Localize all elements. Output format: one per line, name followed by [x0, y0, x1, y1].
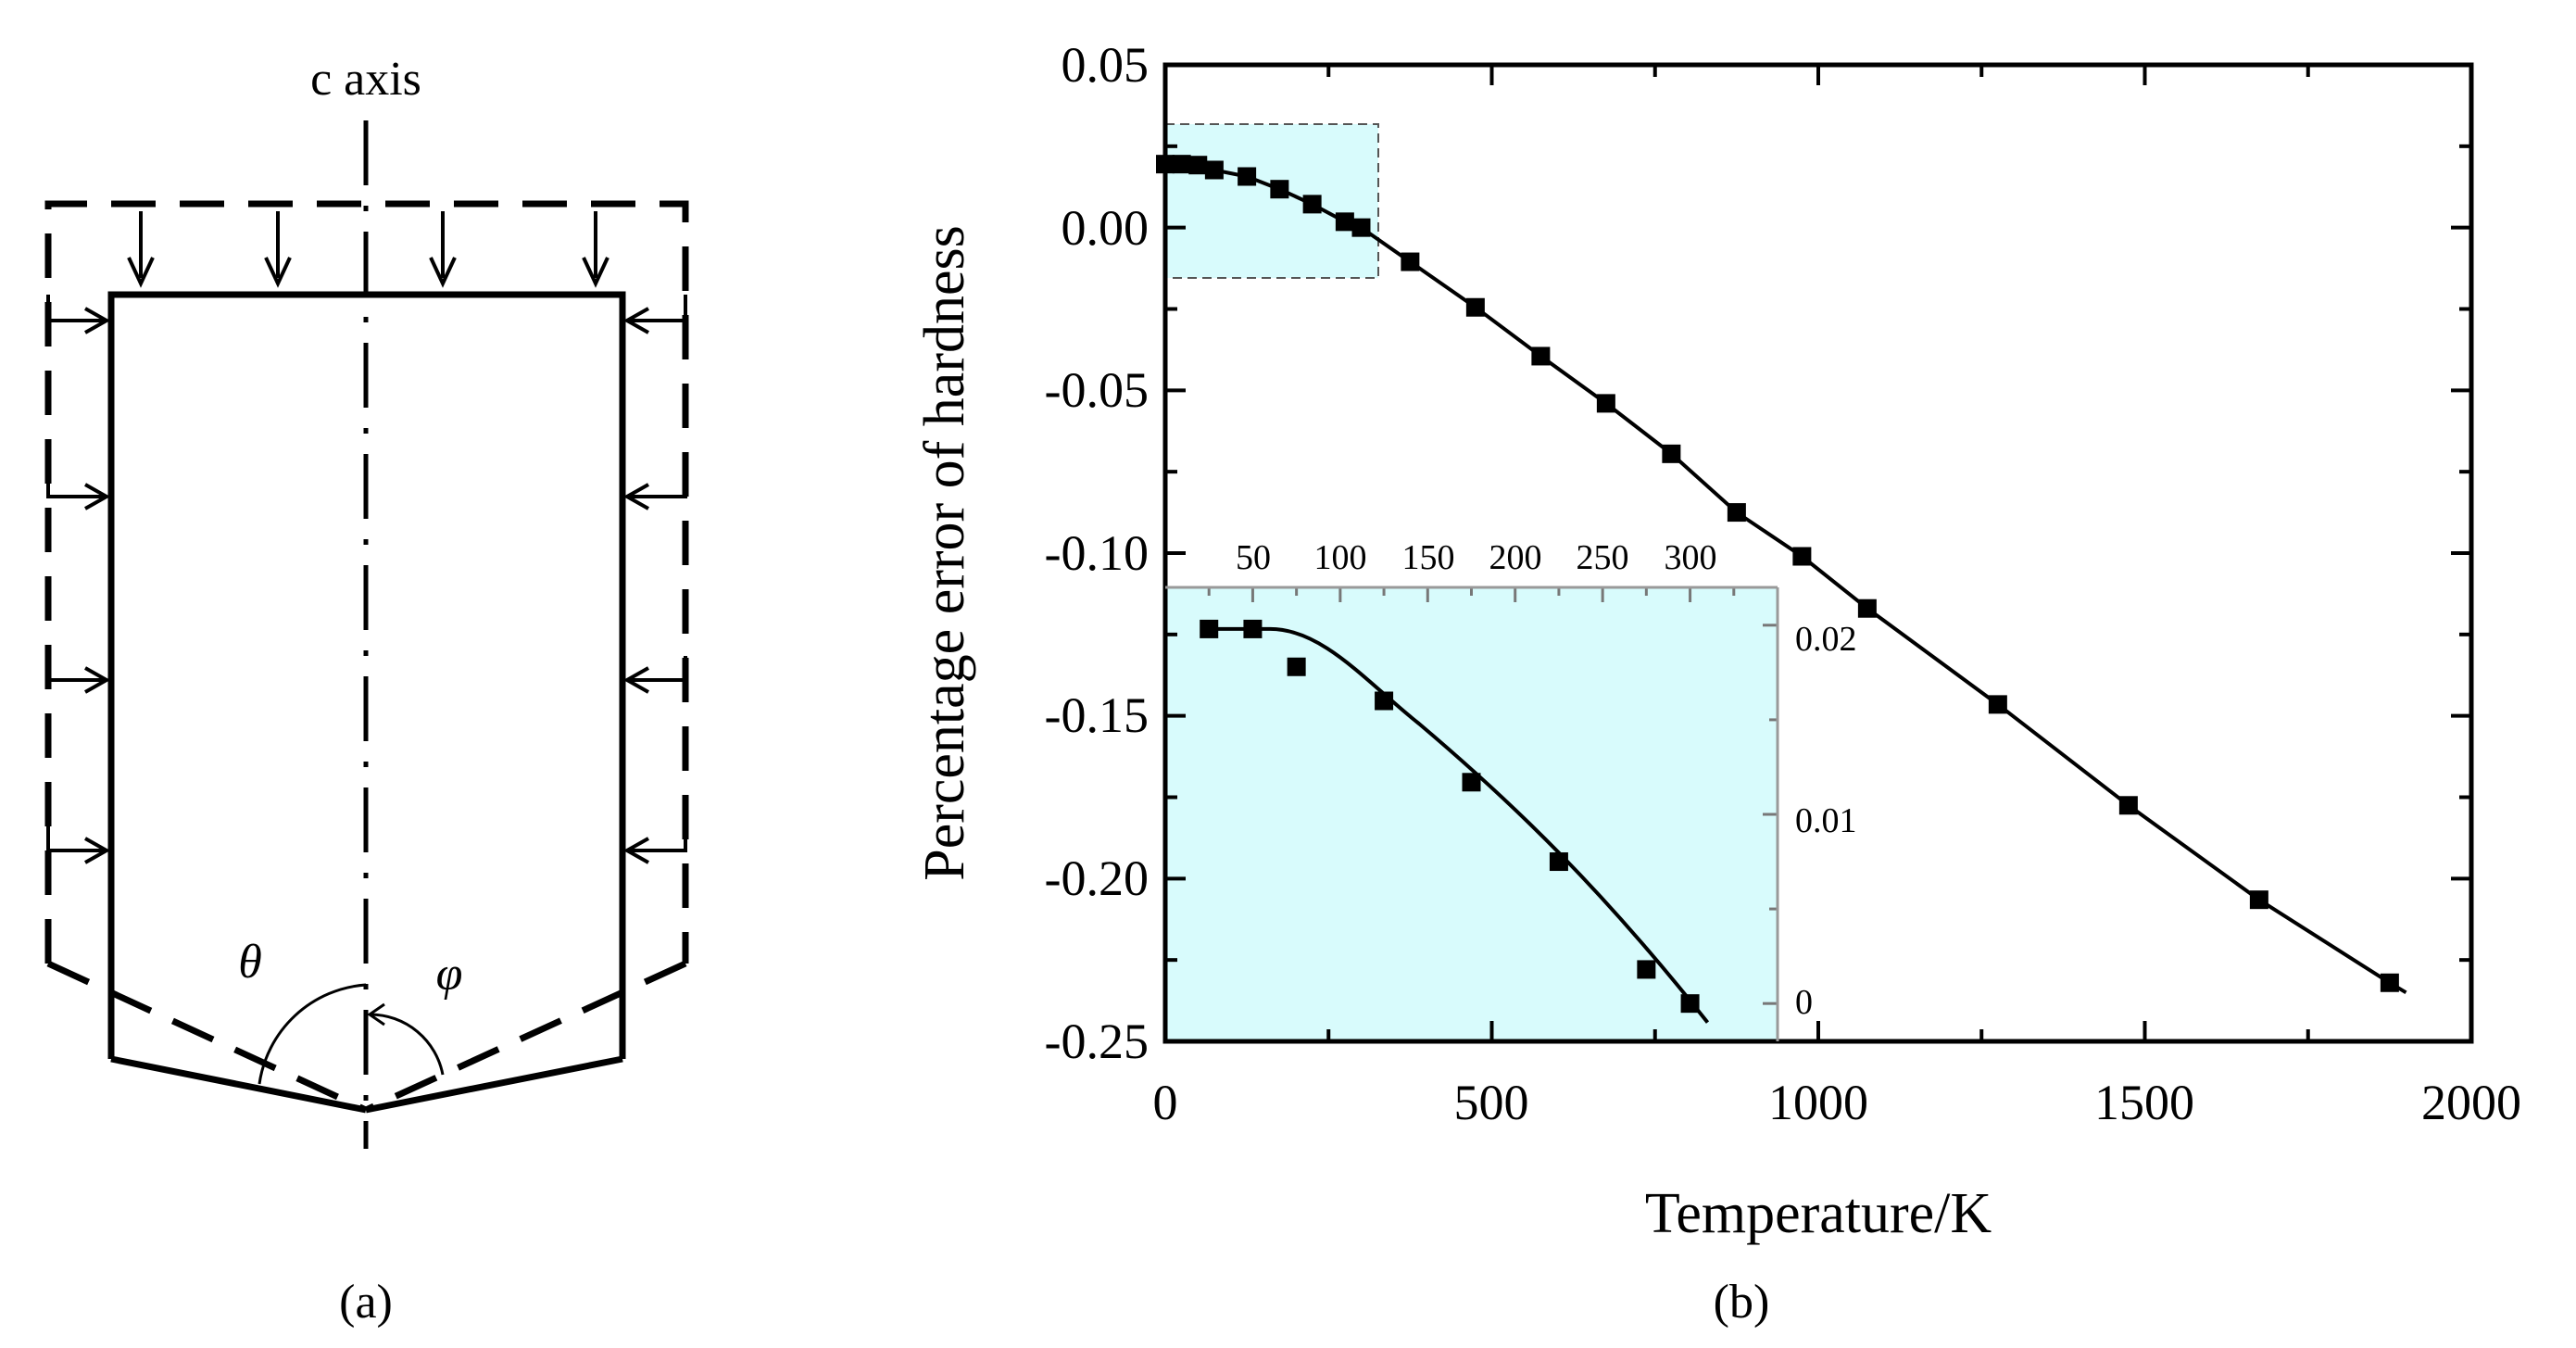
- crystal-tip-right: [365, 1055, 623, 1114]
- deformed-outline: [44, 200, 689, 964]
- data-point: [1857, 598, 1877, 618]
- theta-angle-arc: [258, 983, 367, 1085]
- data-point: [1401, 252, 1420, 271]
- y-tick-label: -0.10: [1045, 525, 1149, 581]
- pressure-arrow: [84, 837, 111, 864]
- data-point: [1335, 212, 1354, 232]
- inset-background: [1165, 587, 1778, 1041]
- plot-frame: [1162, 62, 2474, 1044]
- chart-panel-b: 0 500 1000 1500 2000 0.05 0.00 -0.05 -0.…: [913, 37, 2521, 1329]
- zoom-region-box: [1164, 123, 1379, 279]
- pressure-arrow: [84, 666, 111, 694]
- y-axis-title: Percentage error of hardness: [913, 225, 976, 881]
- pressure-arrow: [630, 656, 687, 682]
- crystal-tip-left: [110, 1055, 367, 1114]
- theta-symbol: θ: [238, 936, 262, 989]
- inset-y-tick-label: 0.02: [1795, 620, 1857, 659]
- inset-data-point: [1200, 619, 1219, 638]
- data-point: [1302, 195, 1322, 214]
- inset-fit-curve: [1209, 626, 1710, 1024]
- data-point: [2380, 973, 2399, 992]
- pressure-arrow: [127, 257, 155, 288]
- y-tick-label: -0.15: [1045, 687, 1149, 743]
- data-point: [2118, 796, 2138, 815]
- inset-x-tick-label: 50: [1236, 538, 1271, 577]
- pressure-arrow: [630, 295, 687, 322]
- pressure-arrow: [84, 483, 111, 510]
- y-tick-label: -0.25: [1045, 1014, 1149, 1069]
- inset-data-points: [1200, 619, 1700, 1014]
- deformed-tip-right: [364, 960, 687, 1114]
- data-point: [1662, 444, 1681, 463]
- y-tick-label: 0.05: [1062, 37, 1150, 93]
- main-fit-curve: [1165, 162, 2407, 995]
- phi-symbol: φ: [436, 948, 463, 1001]
- pressure-arrow: [622, 837, 649, 864]
- y-tick-label: -0.05: [1045, 362, 1149, 418]
- pressure-arrow: [622, 483, 649, 510]
- data-point: [1531, 346, 1551, 366]
- data-point: [1792, 547, 1812, 566]
- panel-b-caption: (b): [1714, 1276, 1770, 1329]
- y-tick-label: 0.00: [1062, 200, 1150, 256]
- x-tick-label: 1500: [2094, 1075, 2194, 1130]
- inset-x-tick-label: 150: [1402, 538, 1455, 577]
- panel-a-caption: (a): [339, 1276, 393, 1329]
- inset-data-point: [1680, 994, 1700, 1014]
- x-tick-label: 1000: [1768, 1075, 1868, 1130]
- inset-data-point: [1375, 691, 1394, 711]
- inset-data-point: [1637, 960, 1656, 979]
- pressure-arrow: [46, 826, 104, 852]
- data-point: [1465, 297, 1485, 317]
- pressure-arrow: [84, 307, 111, 334]
- right-pressure-arrows: [622, 295, 687, 864]
- deformed-tip-left: [46, 960, 368, 1114]
- pressure-arrow: [46, 656, 104, 682]
- pressure-arrow: [630, 826, 687, 852]
- data-point: [1270, 180, 1289, 199]
- x-axis-title: Temperature/K: [1645, 1182, 1992, 1245]
- data-point: [1351, 218, 1371, 237]
- inset-data-point: [1243, 619, 1263, 638]
- inset-ticks: [1207, 587, 1778, 1005]
- pressure-arrow: [46, 472, 104, 498]
- c-axis-label: c axis: [310, 53, 421, 106]
- inset-x-tick-label: 250: [1577, 538, 1629, 577]
- inset-x-tick-label: 100: [1314, 538, 1367, 577]
- pressure-arrow: [429, 257, 457, 288]
- data-point: [2249, 890, 2268, 910]
- pressure-arrow: [582, 257, 609, 288]
- pressure-arrow: [622, 666, 649, 694]
- pressure-arrow: [46, 295, 104, 322]
- inset-x-tick-label: 200: [1489, 538, 1542, 577]
- crystal-outline: [107, 291, 626, 1059]
- data-point: [1172, 155, 1191, 174]
- data-point: [1596, 394, 1615, 413]
- inset-y-tick-label: 0: [1795, 983, 1813, 1022]
- data-point: [1188, 156, 1208, 175]
- x-tick-label: 2000: [2421, 1075, 2521, 1130]
- data-point: [1238, 167, 1257, 186]
- main-data-points: [1156, 155, 2399, 992]
- data-point: [1727, 503, 1746, 523]
- left-pressure-arrows: [46, 295, 111, 864]
- inset-data-point: [1462, 773, 1481, 792]
- schematic-panel-a: c axis: [44, 53, 689, 1329]
- data-point: [1988, 695, 2007, 714]
- inset-y-tick-label: 0.01: [1795, 801, 1857, 840]
- data-point: [1204, 160, 1224, 180]
- phi-arrow-head: [367, 1002, 385, 1027]
- top-pressure-arrows: [127, 211, 609, 288]
- phi-angle-arc: [370, 1013, 445, 1076]
- pressure-arrow: [630, 472, 687, 498]
- x-tick-label: 0: [1153, 1075, 1178, 1130]
- pressure-arrow: [264, 257, 292, 288]
- inset-data-point: [1549, 852, 1568, 872]
- inset-x-tick-label: 300: [1665, 538, 1717, 577]
- y-tick-label: -0.20: [1045, 850, 1149, 906]
- pressure-arrow: [622, 307, 649, 334]
- x-tick-label: 500: [1454, 1075, 1529, 1130]
- inset-data-point: [1287, 657, 1306, 676]
